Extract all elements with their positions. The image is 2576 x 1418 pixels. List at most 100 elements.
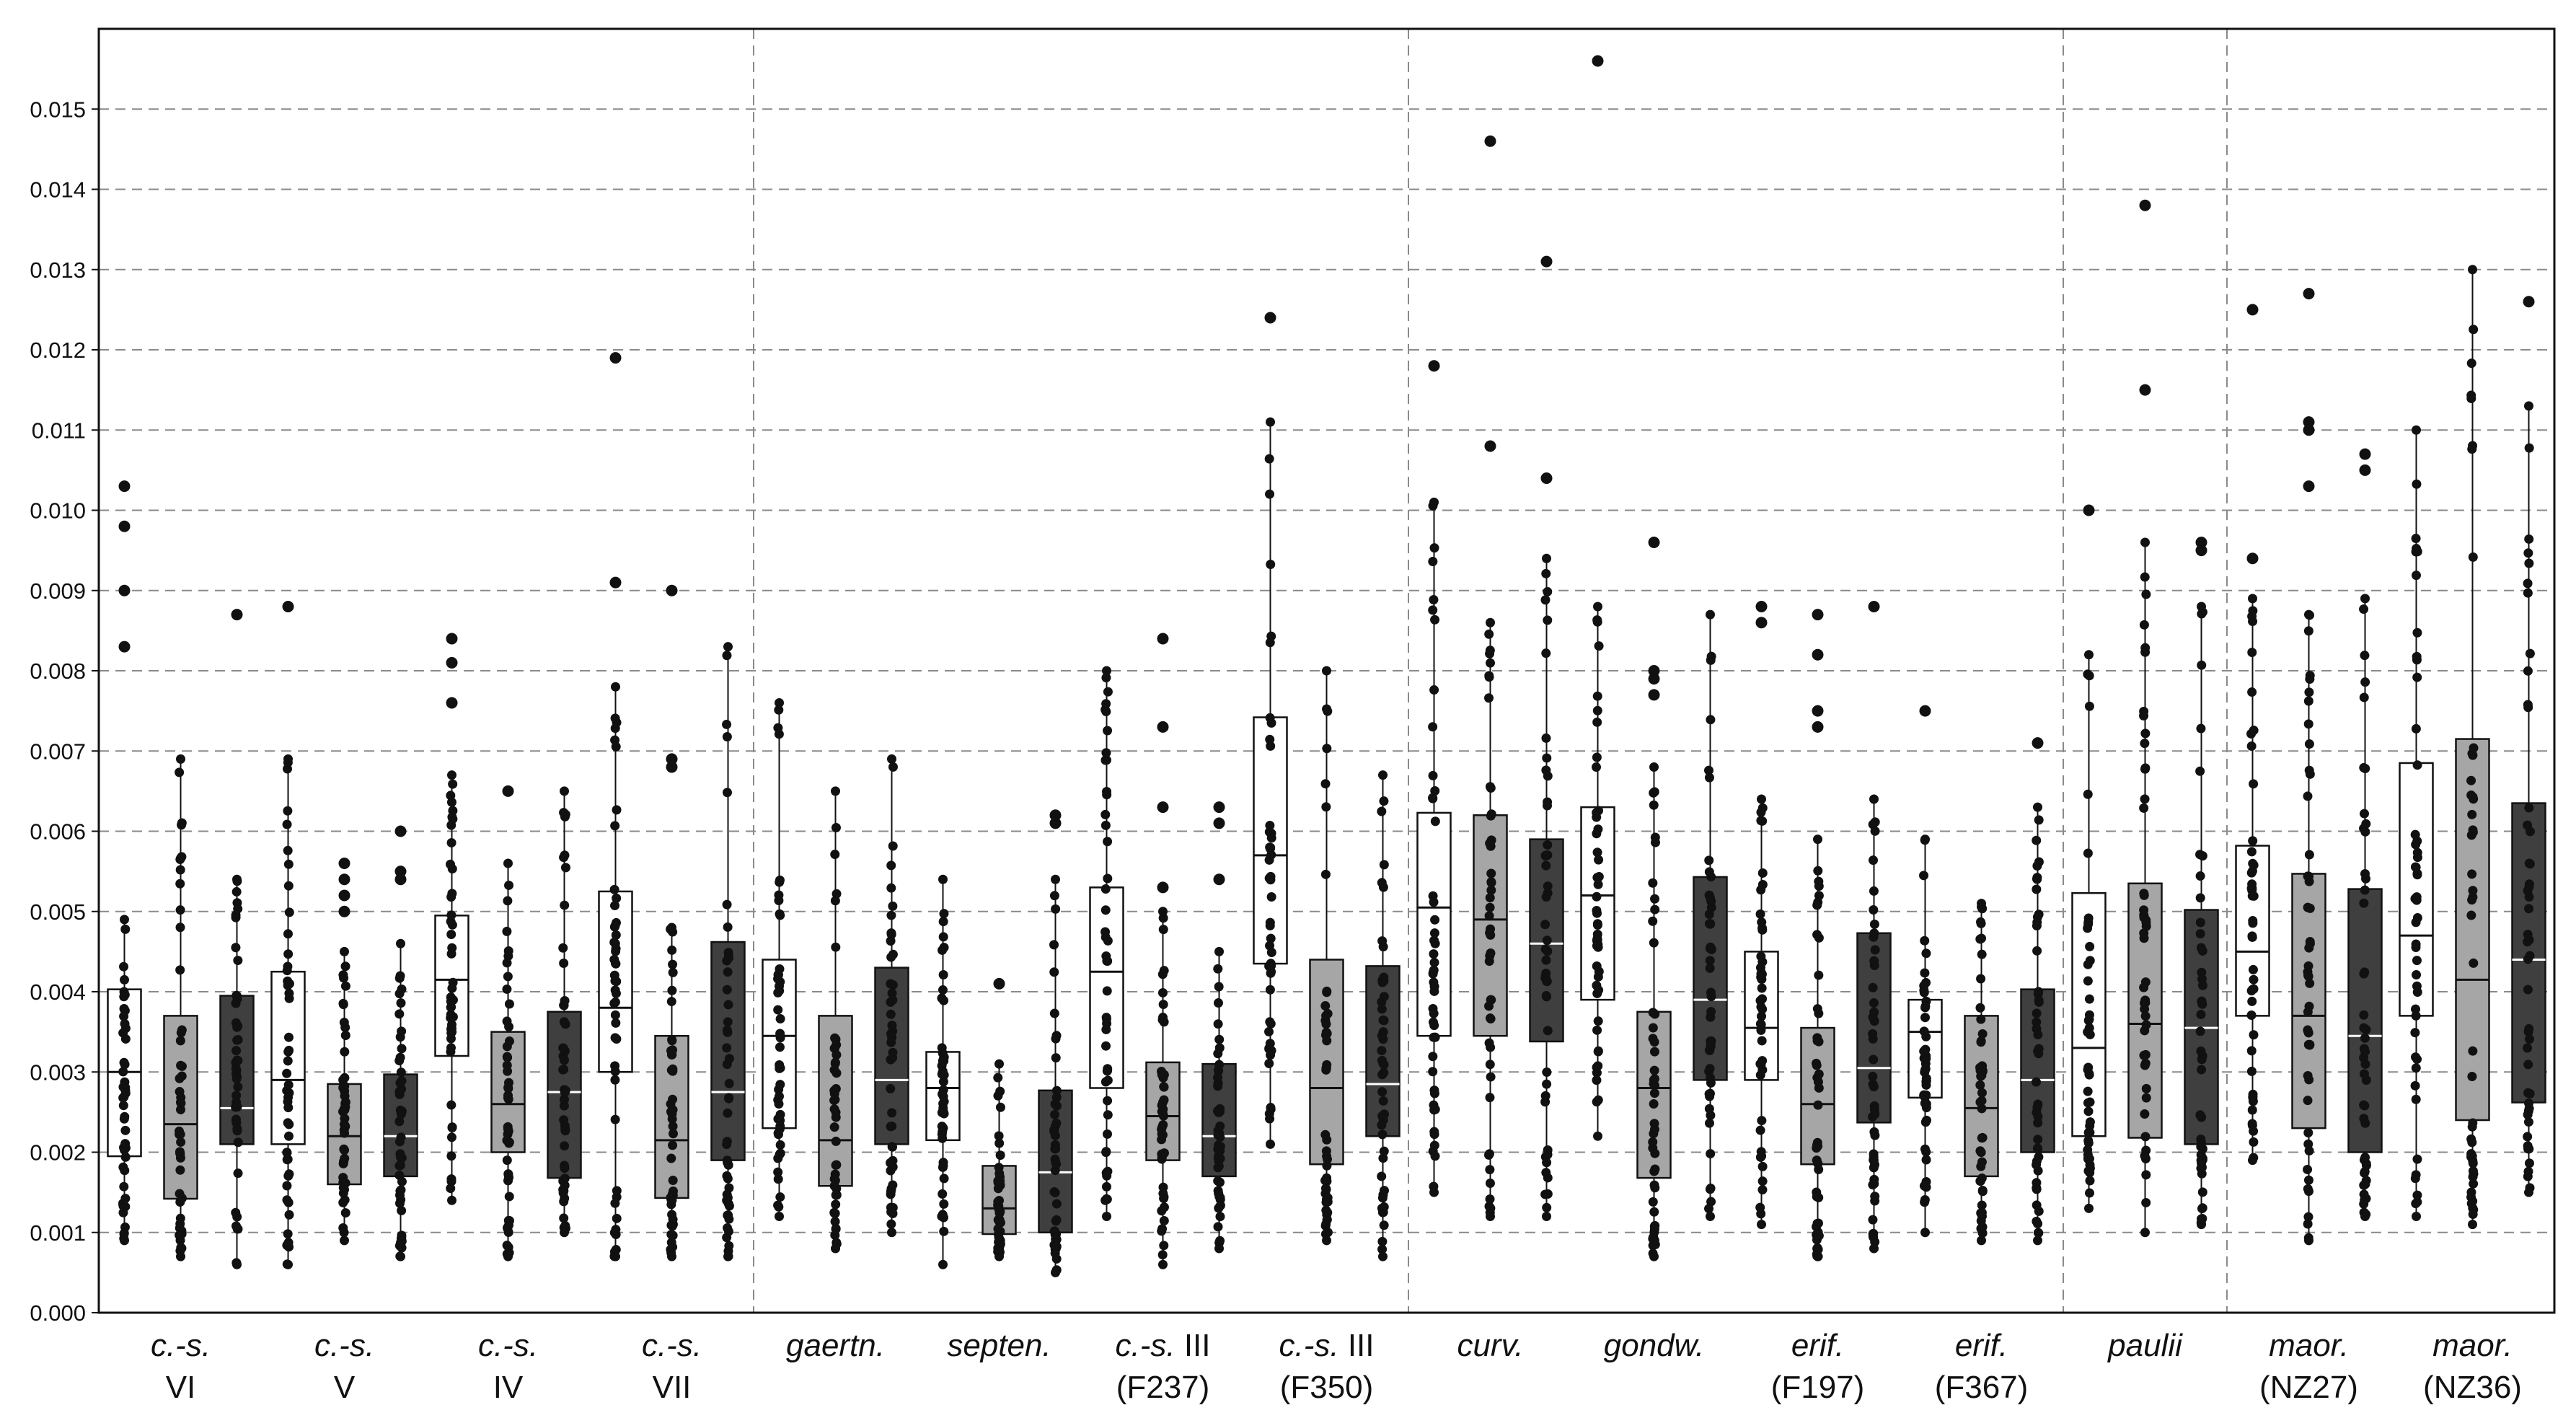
data-point bbox=[1592, 808, 1602, 818]
data-point bbox=[888, 901, 898, 911]
data-point bbox=[1868, 1215, 1878, 1225]
data-point bbox=[610, 1114, 620, 1124]
box-1-2 bbox=[163, 754, 198, 1261]
data-point bbox=[1321, 802, 1331, 812]
data-point bbox=[668, 1140, 678, 1150]
data-point bbox=[775, 1192, 785, 1202]
data-point bbox=[2140, 1228, 2150, 1238]
data-point bbox=[610, 821, 620, 831]
data-point bbox=[2032, 912, 2042, 922]
data-point bbox=[2140, 728, 2151, 739]
data-point bbox=[1428, 1052, 1438, 1062]
data-point bbox=[2083, 1127, 2094, 1137]
data-point bbox=[723, 1000, 733, 1010]
data-point bbox=[1103, 1110, 1113, 1120]
y-tick-label: 0.003 bbox=[30, 1060, 86, 1085]
data-point bbox=[2032, 873, 2042, 883]
data-point bbox=[120, 1060, 130, 1070]
data-point bbox=[340, 1208, 350, 1218]
data-point bbox=[888, 762, 898, 772]
data-point bbox=[1322, 1161, 1332, 1171]
data-point bbox=[1486, 948, 1496, 958]
outlier-point bbox=[1213, 801, 1225, 814]
data-point bbox=[1322, 1236, 1331, 1246]
data-point bbox=[2467, 809, 2477, 819]
x-group-label: c.-s. III bbox=[1279, 1328, 1374, 1363]
data-point bbox=[283, 1259, 293, 1269]
data-point bbox=[560, 863, 570, 873]
data-point bbox=[666, 997, 676, 1007]
data-point bbox=[2468, 892, 2478, 902]
data-point bbox=[1705, 892, 1715, 902]
data-point bbox=[1322, 1135, 1332, 1145]
data-point bbox=[395, 1186, 405, 1196]
data-point bbox=[831, 942, 841, 952]
data-point bbox=[504, 880, 514, 890]
data-point bbox=[888, 995, 898, 1005]
data-point bbox=[1321, 1205, 1331, 1215]
data-point bbox=[503, 1176, 513, 1186]
box-4-3 bbox=[710, 642, 746, 1261]
data-point bbox=[2032, 1178, 2042, 1188]
data-point bbox=[175, 1165, 185, 1175]
data-point bbox=[175, 905, 185, 915]
data-point bbox=[120, 915, 129, 925]
data-point bbox=[1542, 1067, 1552, 1077]
data-point bbox=[1592, 847, 1602, 858]
data-point bbox=[282, 1195, 292, 1205]
data-point bbox=[1920, 834, 1930, 845]
data-point bbox=[1429, 543, 1439, 553]
data-point bbox=[831, 786, 840, 796]
data-point bbox=[1650, 1009, 1660, 1019]
data-point bbox=[394, 1117, 405, 1127]
data-point bbox=[1706, 1183, 1716, 1193]
data-point bbox=[2032, 1102, 2042, 1112]
data-point bbox=[1813, 1100, 1823, 1110]
data-point bbox=[2197, 602, 2206, 612]
data-point bbox=[1757, 1004, 1768, 1014]
data-point bbox=[610, 1067, 620, 1077]
data-point bbox=[723, 1027, 733, 1037]
box-4-1 bbox=[598, 352, 633, 1261]
data-point bbox=[1706, 1212, 1715, 1221]
data-point bbox=[723, 642, 733, 652]
data-point bbox=[1706, 992, 1716, 1002]
box-2-2 bbox=[327, 858, 362, 1246]
data-point bbox=[340, 1236, 349, 1246]
data-point bbox=[1542, 1212, 1551, 1221]
data-point bbox=[937, 993, 947, 1003]
data-point bbox=[1543, 797, 1553, 807]
data-point bbox=[2524, 1098, 2534, 1109]
outlier-point bbox=[282, 601, 294, 612]
data-point bbox=[1920, 1059, 1931, 1069]
data-point bbox=[2195, 871, 2205, 881]
data-point bbox=[1704, 1118, 1714, 1128]
data-point bbox=[610, 901, 620, 911]
data-point bbox=[504, 1138, 514, 1148]
outlier-point bbox=[1049, 809, 1062, 822]
data-point bbox=[502, 1155, 512, 1166]
data-point bbox=[446, 1132, 456, 1142]
data-point bbox=[2139, 803, 2149, 813]
data-point bbox=[1705, 956, 1715, 966]
data-point bbox=[667, 922, 676, 933]
data-point bbox=[340, 946, 349, 956]
data-point bbox=[722, 1171, 732, 1181]
data-point bbox=[1101, 755, 1111, 765]
data-point bbox=[1705, 963, 1715, 973]
data-point bbox=[1102, 986, 1112, 996]
data-point bbox=[2466, 775, 2476, 785]
data-point bbox=[1103, 873, 1113, 884]
data-point bbox=[2411, 917, 2421, 928]
data-point bbox=[773, 1114, 783, 1124]
x-group-sublabel: (NZ27) bbox=[2259, 1370, 2358, 1405]
data-point bbox=[2523, 886, 2533, 896]
data-point bbox=[2467, 444, 2477, 454]
data-point bbox=[831, 1224, 841, 1234]
data-point bbox=[1429, 1008, 1439, 1018]
data-point bbox=[1704, 919, 1714, 929]
data-point bbox=[2083, 1098, 2093, 1108]
data-point bbox=[2524, 1187, 2533, 1197]
data-point bbox=[1649, 1074, 1659, 1084]
data-point bbox=[773, 1174, 783, 1184]
